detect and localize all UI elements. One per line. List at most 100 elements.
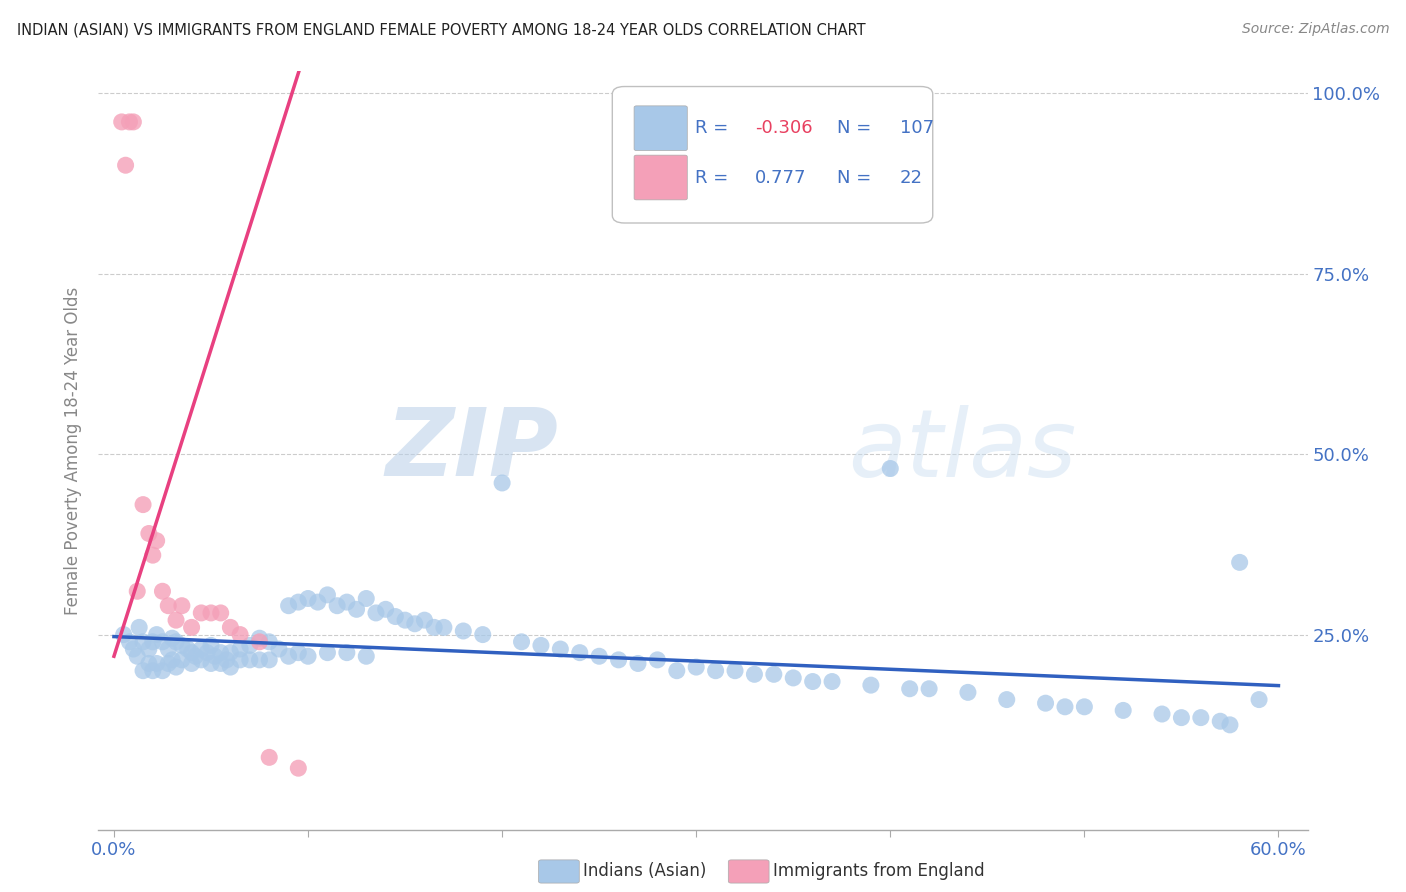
Point bbox=[249, 653, 271, 667]
Point bbox=[995, 692, 1018, 706]
Point bbox=[152, 635, 174, 649]
Text: 107: 107 bbox=[900, 120, 934, 137]
Point bbox=[128, 620, 150, 634]
Point bbox=[1053, 699, 1076, 714]
Text: N =: N = bbox=[837, 169, 877, 186]
Point bbox=[152, 664, 174, 678]
Point bbox=[336, 595, 359, 609]
Point bbox=[607, 653, 630, 667]
Point bbox=[112, 627, 135, 641]
FancyBboxPatch shape bbox=[634, 106, 688, 151]
Point bbox=[249, 631, 271, 645]
Point bbox=[152, 584, 174, 599]
Point bbox=[1247, 692, 1270, 706]
Point bbox=[297, 591, 319, 606]
Point bbox=[239, 653, 262, 667]
Point bbox=[287, 595, 309, 609]
Point bbox=[132, 664, 155, 678]
Text: atlas: atlas bbox=[848, 405, 1077, 496]
Point bbox=[209, 646, 232, 660]
Point bbox=[277, 649, 299, 664]
Point bbox=[354, 649, 377, 664]
Point bbox=[165, 635, 187, 649]
Text: 0.777: 0.777 bbox=[755, 169, 807, 186]
Text: Source: ZipAtlas.com: Source: ZipAtlas.com bbox=[1241, 22, 1389, 37]
Point bbox=[209, 657, 232, 671]
Point bbox=[165, 660, 187, 674]
Point bbox=[346, 602, 368, 616]
Point bbox=[180, 657, 202, 671]
Point bbox=[165, 613, 187, 627]
Point bbox=[249, 635, 271, 649]
Point bbox=[132, 635, 155, 649]
Point bbox=[145, 627, 167, 641]
Point bbox=[142, 635, 165, 649]
Text: N =: N = bbox=[837, 120, 877, 137]
Point bbox=[1073, 699, 1095, 714]
Point bbox=[145, 533, 167, 548]
Y-axis label: Female Poverty Among 18-24 Year Olds: Female Poverty Among 18-24 Year Olds bbox=[65, 286, 83, 615]
Point bbox=[956, 685, 979, 699]
Point bbox=[568, 646, 591, 660]
Point bbox=[160, 631, 183, 645]
Point bbox=[491, 475, 513, 490]
Point bbox=[170, 639, 193, 653]
Point bbox=[180, 620, 202, 634]
Point bbox=[145, 657, 167, 671]
Point bbox=[160, 653, 183, 667]
Point bbox=[665, 664, 688, 678]
Point bbox=[138, 526, 160, 541]
Point bbox=[1035, 696, 1057, 710]
Point bbox=[127, 584, 149, 599]
Point bbox=[180, 646, 202, 660]
Point bbox=[413, 613, 436, 627]
Point bbox=[704, 664, 727, 678]
Point bbox=[114, 158, 136, 172]
Point bbox=[821, 674, 844, 689]
Point bbox=[176, 642, 198, 657]
Point bbox=[782, 671, 804, 685]
Point bbox=[1112, 703, 1135, 717]
Point bbox=[138, 657, 160, 671]
Point bbox=[257, 635, 280, 649]
Text: -0.306: -0.306 bbox=[755, 120, 813, 137]
Point bbox=[354, 591, 377, 606]
Point bbox=[118, 635, 141, 649]
Text: R =: R = bbox=[695, 120, 734, 137]
Point bbox=[471, 627, 494, 641]
Point bbox=[1229, 555, 1251, 569]
Point bbox=[762, 667, 785, 681]
Point bbox=[423, 620, 446, 634]
Point bbox=[801, 674, 824, 689]
Point bbox=[190, 606, 212, 620]
Point bbox=[111, 115, 134, 129]
Point bbox=[627, 657, 650, 671]
Point bbox=[1209, 714, 1232, 729]
Point bbox=[157, 657, 180, 671]
Point bbox=[404, 616, 426, 631]
Point bbox=[239, 639, 262, 653]
Point bbox=[685, 660, 707, 674]
Point bbox=[724, 664, 747, 678]
Point bbox=[364, 606, 387, 620]
Point bbox=[1150, 706, 1173, 721]
Point bbox=[200, 657, 222, 671]
Point bbox=[127, 649, 149, 664]
Point bbox=[297, 649, 319, 664]
Point bbox=[287, 646, 309, 660]
Text: ZIP: ZIP bbox=[385, 404, 558, 497]
Point bbox=[190, 653, 212, 667]
Point bbox=[219, 646, 242, 660]
Point bbox=[879, 461, 901, 475]
Point bbox=[118, 115, 141, 129]
Point bbox=[184, 649, 207, 664]
Text: R =: R = bbox=[695, 169, 734, 186]
Point bbox=[195, 646, 218, 660]
Text: INDIAN (ASIAN) VS IMMIGRANTS FROM ENGLAND FEMALE POVERTY AMONG 18-24 YEAR OLDS C: INDIAN (ASIAN) VS IMMIGRANTS FROM ENGLAN… bbox=[17, 22, 866, 37]
Point bbox=[219, 660, 242, 674]
Point bbox=[142, 548, 165, 562]
Point bbox=[859, 678, 882, 692]
Point bbox=[1219, 718, 1241, 732]
Point bbox=[453, 624, 475, 638]
Point bbox=[142, 664, 165, 678]
